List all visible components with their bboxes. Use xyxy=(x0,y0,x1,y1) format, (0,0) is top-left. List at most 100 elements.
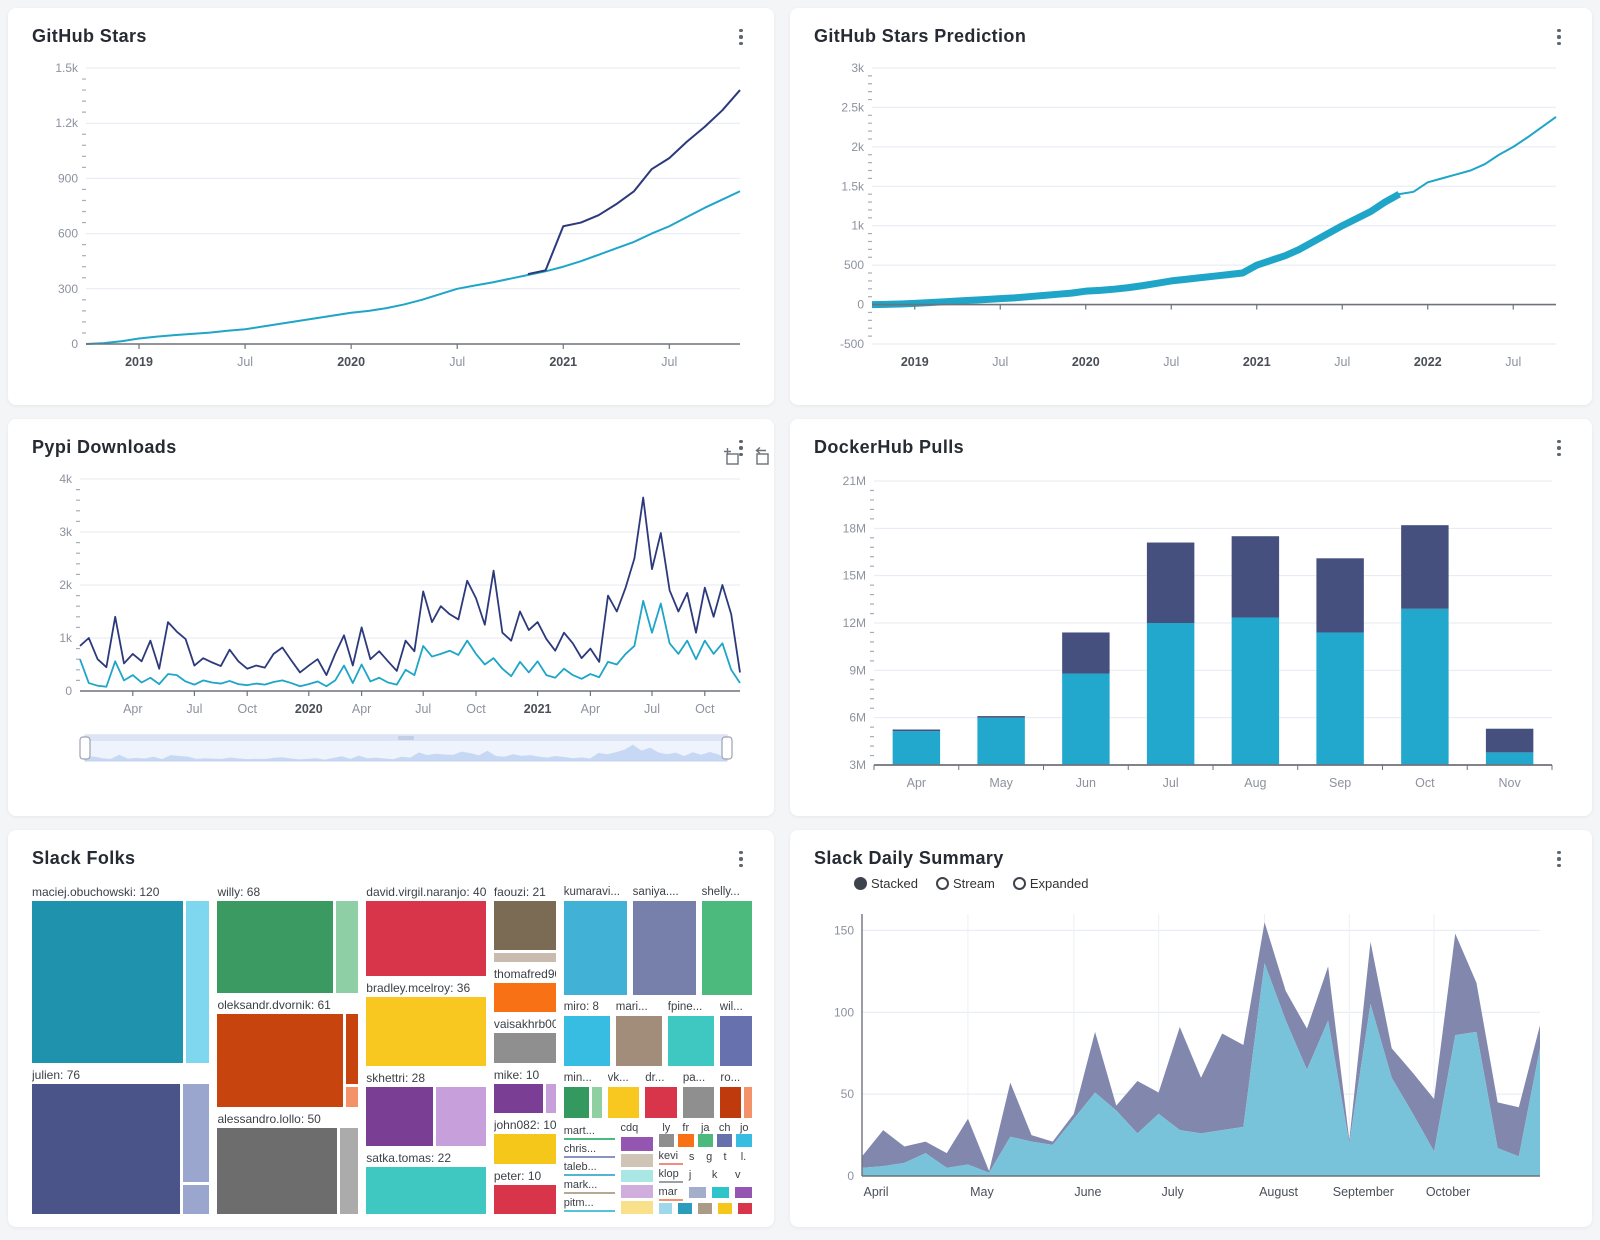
bar-jul-navy[interactable] xyxy=(1146,542,1195,623)
treemap-micro-label[interactable]: ch xyxy=(718,1121,731,1134)
restore-icon[interactable] xyxy=(752,447,772,467)
github-stars-prediction-chart[interactable]: -500 0 500 1k 1.5k 2k 2.5k 3k 2019 Jul 2020 Jul 2021… xyxy=(814,58,1568,379)
treemap-block[interactable] xyxy=(720,1087,741,1118)
more-options-icon[interactable] xyxy=(1550,848,1568,870)
bar-jul-cyan[interactable] xyxy=(1146,623,1195,765)
treemap-block[interactable] xyxy=(678,1202,693,1214)
treemap-block[interactable] xyxy=(607,1087,640,1118)
treemap-micro-label[interactable]: j xyxy=(688,1168,692,1181)
treemap-block[interactable] xyxy=(736,1133,752,1147)
legend-item-stream[interactable]: Stream xyxy=(935,876,995,891)
treemap-block[interactable] xyxy=(366,1167,486,1214)
treemap-block[interactable] xyxy=(563,901,627,996)
treemap-block[interactable] xyxy=(493,1083,543,1113)
bar-may-cyan[interactable] xyxy=(977,717,1025,765)
treemap-block[interactable] xyxy=(615,1016,662,1067)
slack-daily-summary-chart[interactable]: 0 50 100 150 April May June July August September… xyxy=(814,906,1568,1211)
treemap-micro-label[interactable]: taleb... xyxy=(563,1160,615,1176)
more-options-icon[interactable] xyxy=(732,848,750,870)
treemap-micro-label[interactable]: mart... xyxy=(563,1124,615,1140)
treemap-block-strip[interactable] xyxy=(186,901,210,1064)
treemap-block-strip[interactable] xyxy=(345,1014,359,1084)
treemap-micro-label[interactable]: chris... xyxy=(563,1142,615,1158)
treemap-block-strip[interactable] xyxy=(182,1185,210,1214)
treemap-micro-label[interactable]: jo xyxy=(739,1121,749,1134)
legend-item-stacked[interactable]: Stacked xyxy=(854,876,918,891)
treemap-block[interactable] xyxy=(32,1084,180,1214)
treemap-block-strip[interactable] xyxy=(182,1084,210,1183)
treemap-block[interactable] xyxy=(738,1202,752,1214)
radio-icon[interactable] xyxy=(1012,877,1026,890)
treemap-micro-label[interactable]: ly xyxy=(662,1121,671,1134)
legend-item-expanded[interactable]: Expanded xyxy=(1012,876,1088,891)
more-options-icon[interactable] xyxy=(1550,26,1568,48)
treemap-block[interactable] xyxy=(620,1153,653,1167)
treemap-micro-label[interactable]: t xyxy=(723,1150,727,1163)
treemap-block[interactable] xyxy=(493,1134,556,1164)
treemap-block[interactable] xyxy=(493,1184,556,1214)
treemap-block[interactable] xyxy=(217,1014,343,1107)
treemap-block-strip[interactable] xyxy=(335,901,359,994)
bar-apr-navy[interactable] xyxy=(892,729,941,732)
treemap-block[interactable] xyxy=(697,1133,713,1147)
treemap-block[interactable] xyxy=(688,1187,706,1199)
treemap-block[interactable] xyxy=(620,1169,653,1183)
treemap-block-strip[interactable] xyxy=(435,1087,486,1147)
treemap-micro-label[interactable]: v xyxy=(734,1168,741,1181)
treemap-block[interactable] xyxy=(217,901,333,994)
bar-may-navy[interactable] xyxy=(977,716,1025,718)
treemap-micro-label[interactable]: s xyxy=(688,1150,695,1163)
treemap-block[interactable] xyxy=(632,901,696,996)
zoom-select-icon[interactable] xyxy=(722,447,742,467)
bar-jun-navy[interactable] xyxy=(1062,632,1110,674)
treemap-block-strip[interactable] xyxy=(345,1086,359,1107)
treemap-block[interactable] xyxy=(217,1127,337,1215)
treemap-block[interactable] xyxy=(620,1185,653,1199)
treemap-block-strip[interactable] xyxy=(591,1087,602,1118)
treemap-block-strip[interactable] xyxy=(340,1127,359,1215)
treemap-block[interactable] xyxy=(658,1202,673,1214)
datazoom-handle-right[interactable] xyxy=(721,736,733,760)
treemap-block[interactable] xyxy=(563,1016,610,1067)
datazoom-handle-left[interactable] xyxy=(79,736,91,760)
more-options-icon[interactable] xyxy=(732,437,750,459)
treemap-block[interactable] xyxy=(718,1202,733,1214)
treemap-block[interactable] xyxy=(366,1087,433,1147)
treemap-block[interactable] xyxy=(620,1136,653,1151)
treemap-block[interactable] xyxy=(493,982,556,1012)
bar-oct-navy[interactable] xyxy=(1401,525,1449,609)
dockerhub-pulls-chart[interactable]: 3M 6M 9M 12M 15M 18M 21M Apr May Jun Jul Aug Sep Oct N… xyxy=(814,469,1568,804)
treemap-micro-label[interactable]: g xyxy=(706,1150,713,1163)
treemap-block[interactable] xyxy=(366,997,486,1067)
treemap-block[interactable] xyxy=(658,1133,675,1147)
slack-folks-treemap[interactable]: maciej.obuchowski: 120 julien: 76 willy: 6… xyxy=(32,884,752,1215)
bar-jun-cyan[interactable] xyxy=(1062,673,1110,765)
more-options-icon[interactable] xyxy=(1550,437,1568,459)
treemap-block[interactable] xyxy=(682,1087,715,1118)
treemap-block[interactable] xyxy=(493,1033,556,1063)
treemap-micro-label[interactable]: kevi xyxy=(658,1149,683,1165)
treemap-micro-label[interactable]: l. xyxy=(740,1150,747,1163)
treemap-micro-label[interactable]: pitm... xyxy=(563,1196,615,1212)
treemap-block-strip[interactable] xyxy=(743,1087,752,1118)
treemap-micro-label[interactable]: k xyxy=(711,1168,718,1181)
bar-sep-cyan[interactable] xyxy=(1316,632,1364,765)
treemap-micro-label[interactable]: mar xyxy=(658,1185,683,1201)
treemap-block[interactable] xyxy=(701,901,752,996)
treemap-block[interactable] xyxy=(493,901,556,951)
treemap-micro-label[interactable]: fr xyxy=(682,1121,690,1134)
treemap-block[interactable] xyxy=(620,1201,653,1215)
datazoom-slider[interactable] xyxy=(76,732,736,764)
treemap-block-strip[interactable] xyxy=(545,1083,556,1113)
treemap-block[interactable] xyxy=(667,1016,714,1067)
more-options-icon[interactable] xyxy=(732,26,750,48)
radio-icon[interactable] xyxy=(854,877,867,890)
bar-oct-cyan[interactable] xyxy=(1401,608,1449,765)
treemap-micro-label[interactable]: mark... xyxy=(563,1178,615,1194)
treemap-block[interactable] xyxy=(698,1202,713,1214)
bar-nov-cyan[interactable] xyxy=(1485,752,1534,765)
treemap-block[interactable] xyxy=(711,1187,729,1199)
bar-nov-navy[interactable] xyxy=(1485,728,1534,753)
treemap-block[interactable] xyxy=(563,1087,589,1118)
treemap-block[interactable] xyxy=(366,901,486,977)
